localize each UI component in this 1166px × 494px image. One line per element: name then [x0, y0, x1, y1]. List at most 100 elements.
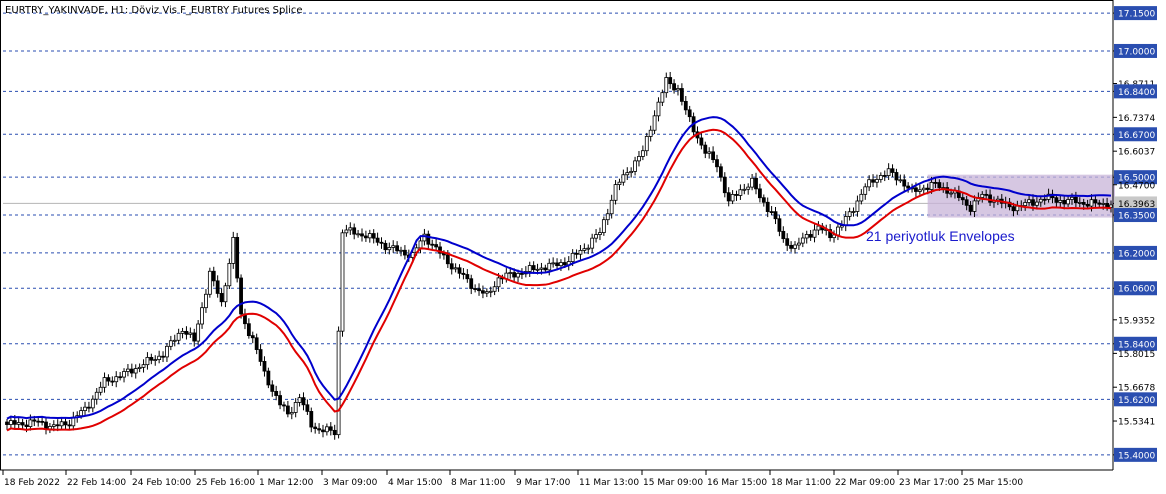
candle-body [157, 355, 162, 360]
candle-body [859, 193, 864, 202]
candle-body [847, 211, 852, 217]
candle-body [933, 182, 938, 184]
candle-body [321, 429, 325, 433]
x-tick-label: 18 Mar 11:00 [771, 478, 831, 488]
candle-body [968, 204, 973, 212]
candle-body [332, 429, 337, 436]
candle-body [637, 156, 641, 162]
candle-body [683, 100, 688, 111]
candle-body [215, 280, 220, 294]
candle-body [914, 187, 918, 192]
candle-body [176, 332, 181, 341]
candle-body [937, 182, 942, 188]
candle-body [488, 290, 493, 293]
x-tick-label: 22 Mar 09:00 [835, 478, 895, 488]
candle-body [804, 234, 809, 239]
candle-body [352, 227, 357, 235]
candle-body [1031, 199, 1035, 206]
candle-body [59, 421, 64, 427]
candle-body [313, 426, 318, 430]
y-tick-label: 15.6200 [1118, 396, 1155, 406]
candle-body [781, 230, 786, 240]
y-price-tag [1114, 336, 1157, 351]
candle-body [551, 262, 556, 265]
candle-body [102, 377, 107, 388]
candle-body [836, 226, 840, 236]
candle-body [453, 267, 458, 270]
candle-body [902, 179, 907, 187]
candle-body [122, 371, 126, 378]
candle-body [410, 252, 415, 258]
candle-body [1109, 204, 1113, 208]
candle-body [481, 290, 485, 294]
candle-body [687, 109, 692, 118]
candle-body [172, 339, 177, 342]
candle-body [625, 172, 630, 176]
candle-body [305, 404, 310, 412]
candle-body [465, 274, 470, 280]
candle-body [274, 390, 279, 396]
candle-body [758, 188, 762, 199]
candle-body [984, 193, 989, 196]
candle-body [32, 419, 37, 422]
candle-body [547, 262, 552, 271]
candle-body [707, 151, 712, 154]
candle-body [828, 229, 833, 239]
candle-body [239, 277, 243, 315]
candle-body [258, 349, 263, 362]
candle-body [426, 233, 431, 245]
y-price-tag [1114, 6, 1157, 21]
x-tick-label: 16 Mar 15:00 [707, 478, 767, 488]
candle-body [180, 330, 185, 334]
envelope-layer [6, 116, 1112, 432]
candle-body [1093, 199, 1098, 204]
candle-body [754, 177, 758, 190]
candle-body [403, 249, 407, 256]
x-tick-label: 11 Mar 13:00 [579, 478, 639, 488]
candle-body [586, 247, 591, 250]
candle-body [246, 323, 251, 337]
candle-body [328, 426, 333, 431]
candle-body [765, 201, 770, 212]
candle-body [1058, 200, 1063, 203]
candle-body [832, 234, 836, 239]
envelope-lower-line [6, 128, 1112, 432]
candle-body [375, 237, 380, 243]
x-tick-label: 4 Mar 15:00 [388, 478, 443, 488]
candle-body [324, 426, 329, 433]
y-price-tag [1114, 127, 1157, 142]
candle-body [679, 88, 684, 102]
candle-body [282, 404, 286, 407]
candle-body [590, 237, 595, 249]
candle-body [816, 225, 821, 231]
candle-body [761, 197, 766, 203]
candle-body [363, 235, 368, 239]
candle-body [1066, 199, 1070, 205]
candle-body [574, 252, 579, 255]
candle-body [746, 186, 751, 190]
candle-body [149, 357, 154, 361]
candle-body [141, 364, 146, 368]
y-tick-label: 15.5341 [1118, 418, 1155, 428]
candle-body [1054, 197, 1059, 203]
candle-body [79, 410, 84, 417]
candle-body [418, 240, 423, 249]
candle-body [917, 189, 922, 192]
y-tick-label: 16.5000 [1118, 174, 1155, 184]
candle-body [520, 273, 524, 275]
candle-body [301, 397, 306, 406]
candle-body [1089, 199, 1094, 207]
y-tick-label: 17.0000 [1118, 47, 1155, 57]
candle-body [851, 211, 856, 213]
candle-body [789, 244, 794, 249]
y-tick-label: 16.3963 [1118, 200, 1155, 210]
candle-body [168, 340, 173, 347]
envelope-upper-line [6, 116, 1112, 420]
candle-body [633, 160, 637, 172]
candle-body [118, 376, 123, 379]
candle-body [110, 380, 115, 383]
candle-body [800, 237, 805, 244]
candle-body [9, 420, 13, 425]
candle-body [875, 179, 879, 183]
